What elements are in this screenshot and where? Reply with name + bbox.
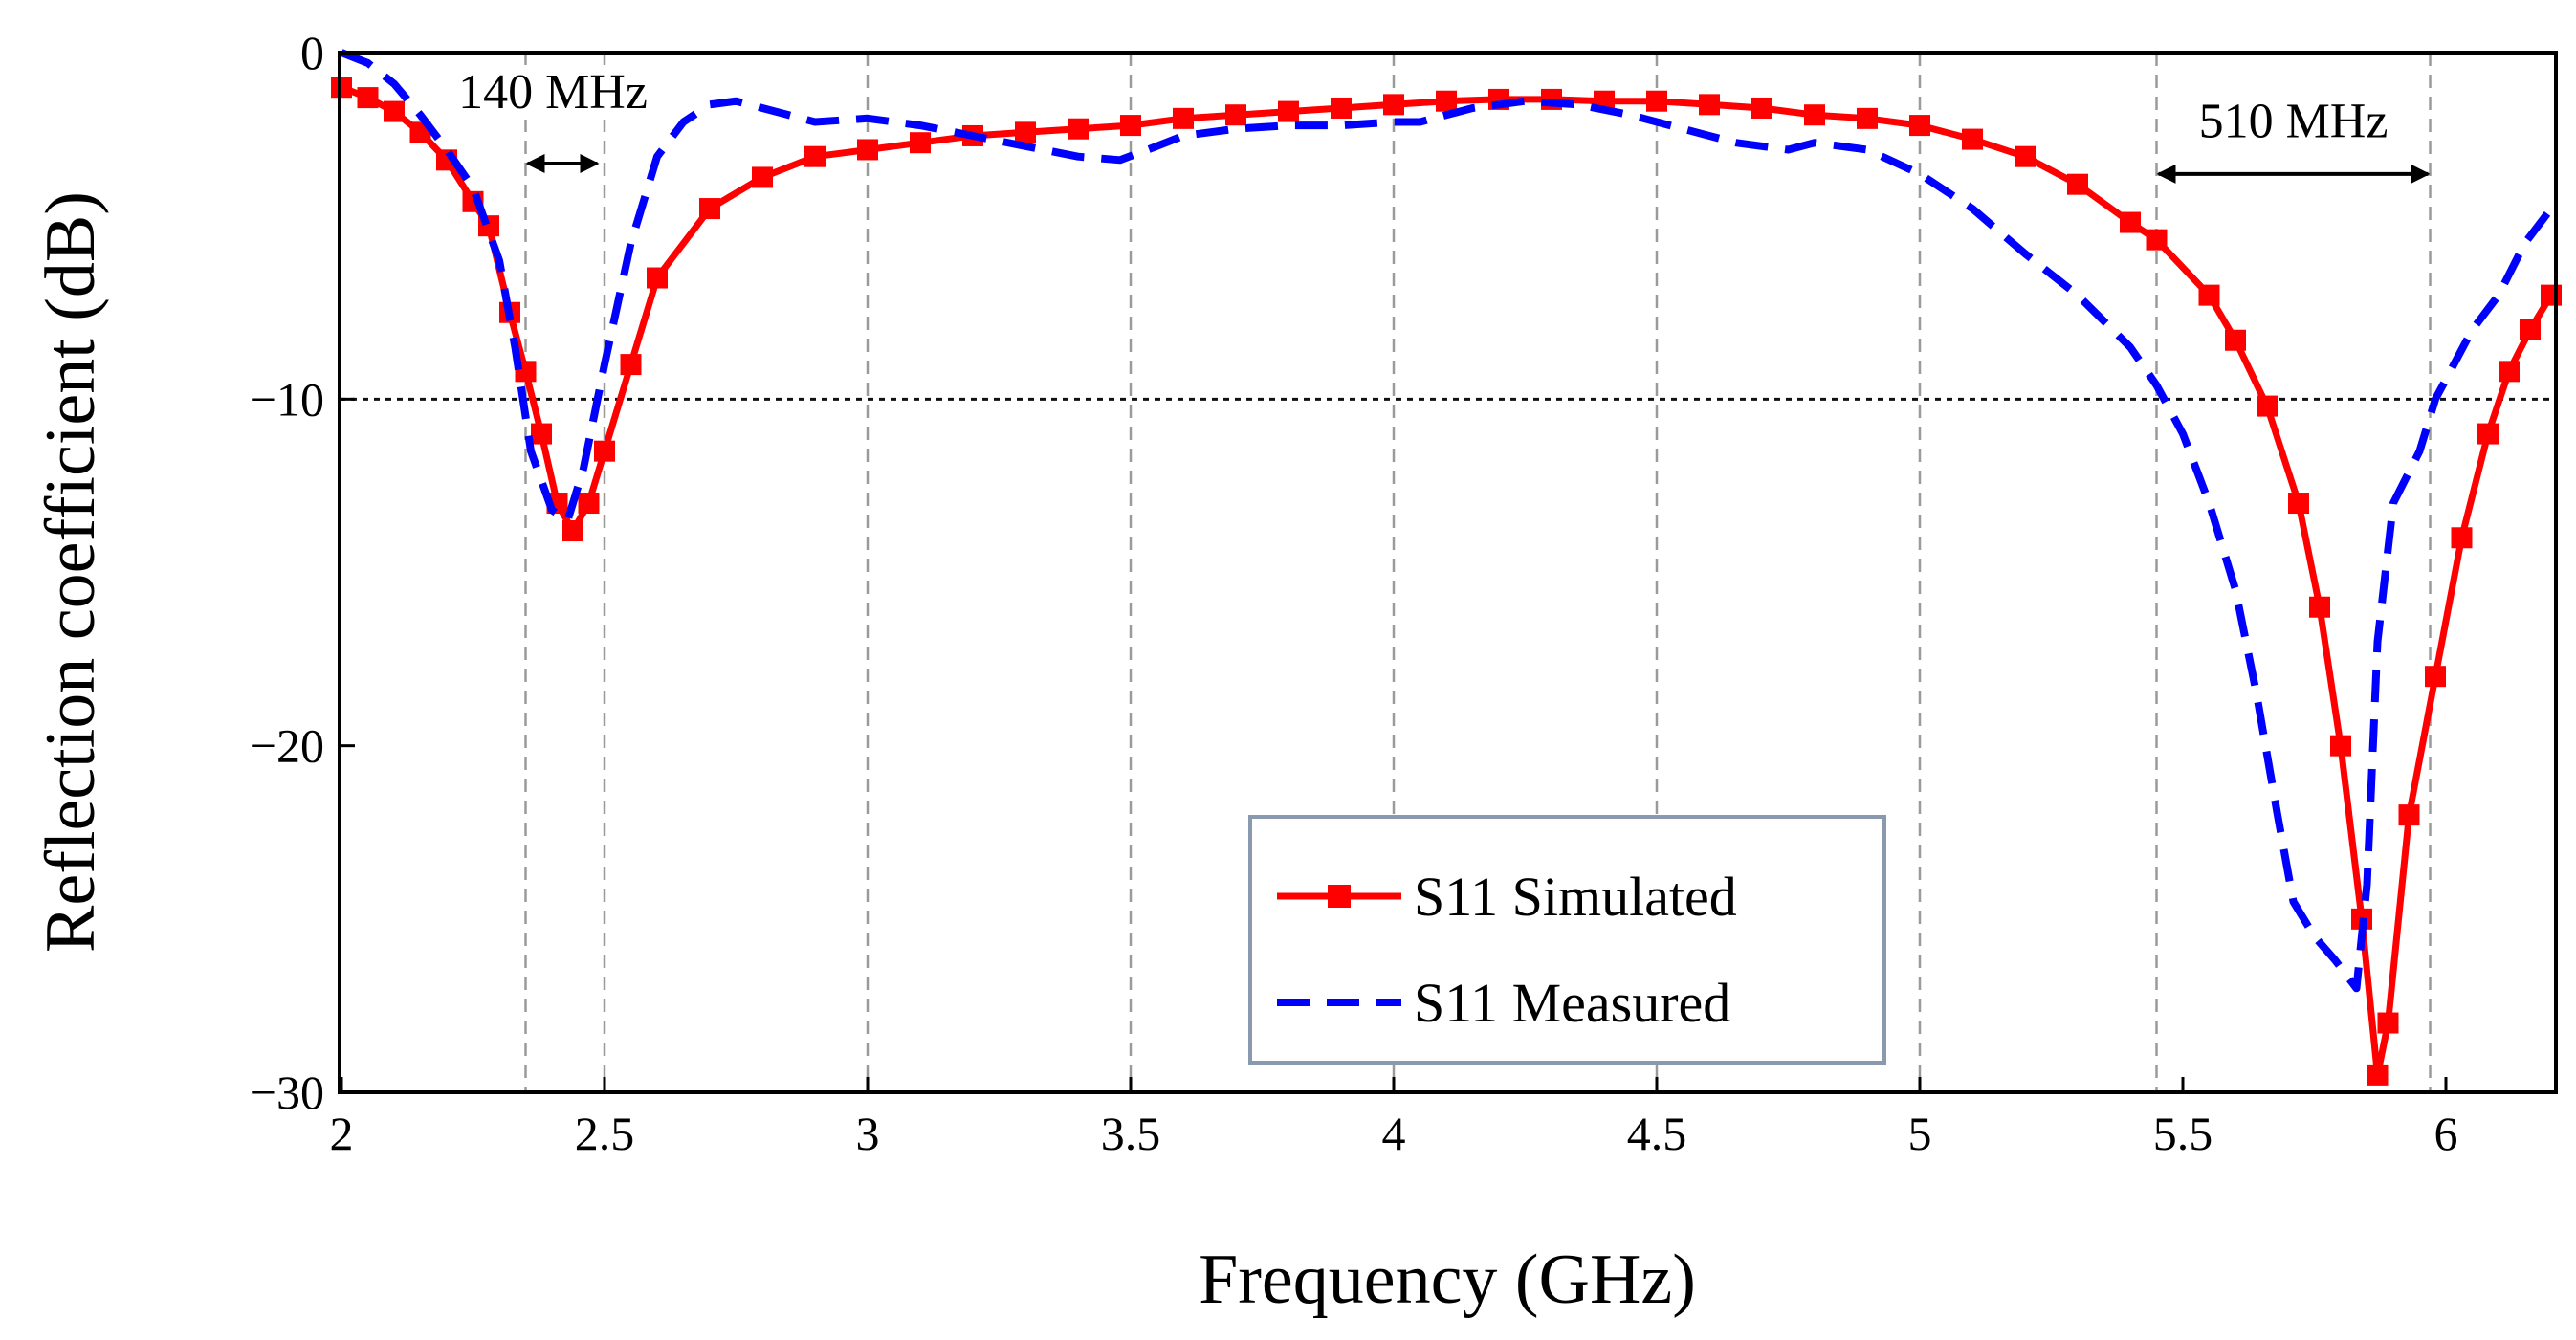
data-point-s11-simulated <box>1383 94 1404 116</box>
data-point-s11-simulated <box>578 493 600 515</box>
x-tick-label: 4.5 <box>1627 1107 1687 1160</box>
data-point-s11-simulated <box>699 198 720 220</box>
y-tick-label: −30 <box>250 1065 324 1119</box>
y-axis-title: Reflection coefficient (dB) <box>32 191 110 953</box>
data-point-s11-simulated <box>2520 319 2541 340</box>
tick-layer: 2 2.5 3 3.5 4 4.5 5 5.5 6 0 −10 −20 −30 <box>250 26 2458 1160</box>
data-point-s11-simulated <box>2477 423 2499 445</box>
data-point-s11-simulated <box>531 423 552 445</box>
data-point-s11-simulated <box>562 520 583 542</box>
data-point-s11-simulated <box>647 267 668 289</box>
data-point-s11-simulated <box>357 87 379 109</box>
annotation-bg <box>452 65 653 120</box>
data-point-s11-simulated <box>1015 121 1036 143</box>
bandwidth-label: 140 MHz <box>458 65 648 120</box>
data-point-s11-simulated <box>2398 804 2420 826</box>
data-point-s11-simulated <box>1225 104 1246 126</box>
annotation-layer: 140 MHz 510 MHz <box>452 65 2431 184</box>
data-point-s11-simulated <box>1751 97 1772 119</box>
data-point-s11-simulated <box>2367 1064 2389 1086</box>
data-point-s11-simulated <box>1278 100 1299 122</box>
data-point-s11-simulated <box>2330 735 2351 757</box>
legend: S11 Simulated S11 Measured <box>1248 815 1886 1065</box>
data-point-s11-simulated <box>2377 1012 2399 1034</box>
x-tick-label: 2.5 <box>575 1107 635 1160</box>
data-point-s11-simulated <box>2288 493 2309 515</box>
series-layer <box>331 49 2562 1086</box>
data-point-s11-simulated <box>384 100 405 122</box>
plot-frame <box>338 51 2558 1094</box>
x-tick-label: 5 <box>1908 1107 1932 1160</box>
legend-marker-simulated <box>1328 885 1351 908</box>
data-point-s11-simulated <box>1646 90 1667 112</box>
y-tick-label: 0 <box>300 26 324 79</box>
data-point-s11-simulated <box>594 440 615 462</box>
legend-items: S11 Simulated S11 Measured <box>1277 866 1737 1034</box>
x-tick-label: 6 <box>2434 1107 2458 1160</box>
data-point-s11-simulated <box>1436 90 1457 112</box>
data-point-s11-simulated <box>2425 666 2446 688</box>
data-point-s11-simulated <box>2146 229 2168 251</box>
series-line-s11-measured <box>340 49 2555 993</box>
data-point-s11-simulated <box>2541 284 2562 306</box>
x-tick-label: 5.5 <box>2153 1107 2213 1160</box>
data-point-s11-simulated <box>910 132 931 154</box>
y-tick-label: −20 <box>250 719 324 773</box>
y-tick-label: −10 <box>250 372 324 426</box>
data-point-s11-simulated <box>2451 527 2473 549</box>
x-tick-label: 4 <box>1382 1107 1406 1160</box>
data-point-s11-simulated <box>1120 115 1141 137</box>
data-point-s11-simulated <box>620 354 642 376</box>
data-point-s11-simulated <box>1699 94 1720 116</box>
x-tick-label: 3 <box>856 1107 880 1160</box>
x-axis-title: Frequency (GHz) <box>1199 1241 1696 1319</box>
data-point-s11-simulated <box>1909 115 1930 137</box>
data-point-s11-simulated <box>1173 107 1194 129</box>
data-point-s11-simulated <box>2067 173 2088 195</box>
data-point-s11-simulated <box>1804 104 1825 126</box>
data-point-s11-simulated <box>752 166 773 188</box>
data-point-s11-simulated <box>2198 284 2220 306</box>
data-point-s11-simulated <box>1962 128 1983 150</box>
data-point-s11-simulated <box>2120 211 2141 233</box>
legend-label-measured: S11 Measured <box>1414 972 1730 1034</box>
data-point-s11-simulated <box>2015 145 2036 167</box>
data-point-s11-simulated <box>2225 329 2246 351</box>
legend-box <box>1248 815 1886 1065</box>
data-point-s11-simulated <box>2309 596 2330 618</box>
x-tick-label: 2 <box>330 1107 354 1160</box>
bandwidth-label: 510 MHz <box>2199 94 2389 148</box>
annotation-bg <box>2192 94 2394 149</box>
data-point-s11-simulated <box>1331 97 1352 119</box>
data-point-s11-simulated <box>804 145 826 167</box>
data-point-s11-simulated <box>1857 107 1878 129</box>
legend-label-simulated: S11 Simulated <box>1414 866 1737 928</box>
data-point-s11-simulated <box>2499 361 2520 383</box>
data-point-s11-simulated <box>2257 395 2278 417</box>
x-tick-label: 3.5 <box>1101 1107 1161 1160</box>
data-point-s11-simulated <box>857 139 878 161</box>
data-point-s11-simulated <box>1068 118 1089 140</box>
